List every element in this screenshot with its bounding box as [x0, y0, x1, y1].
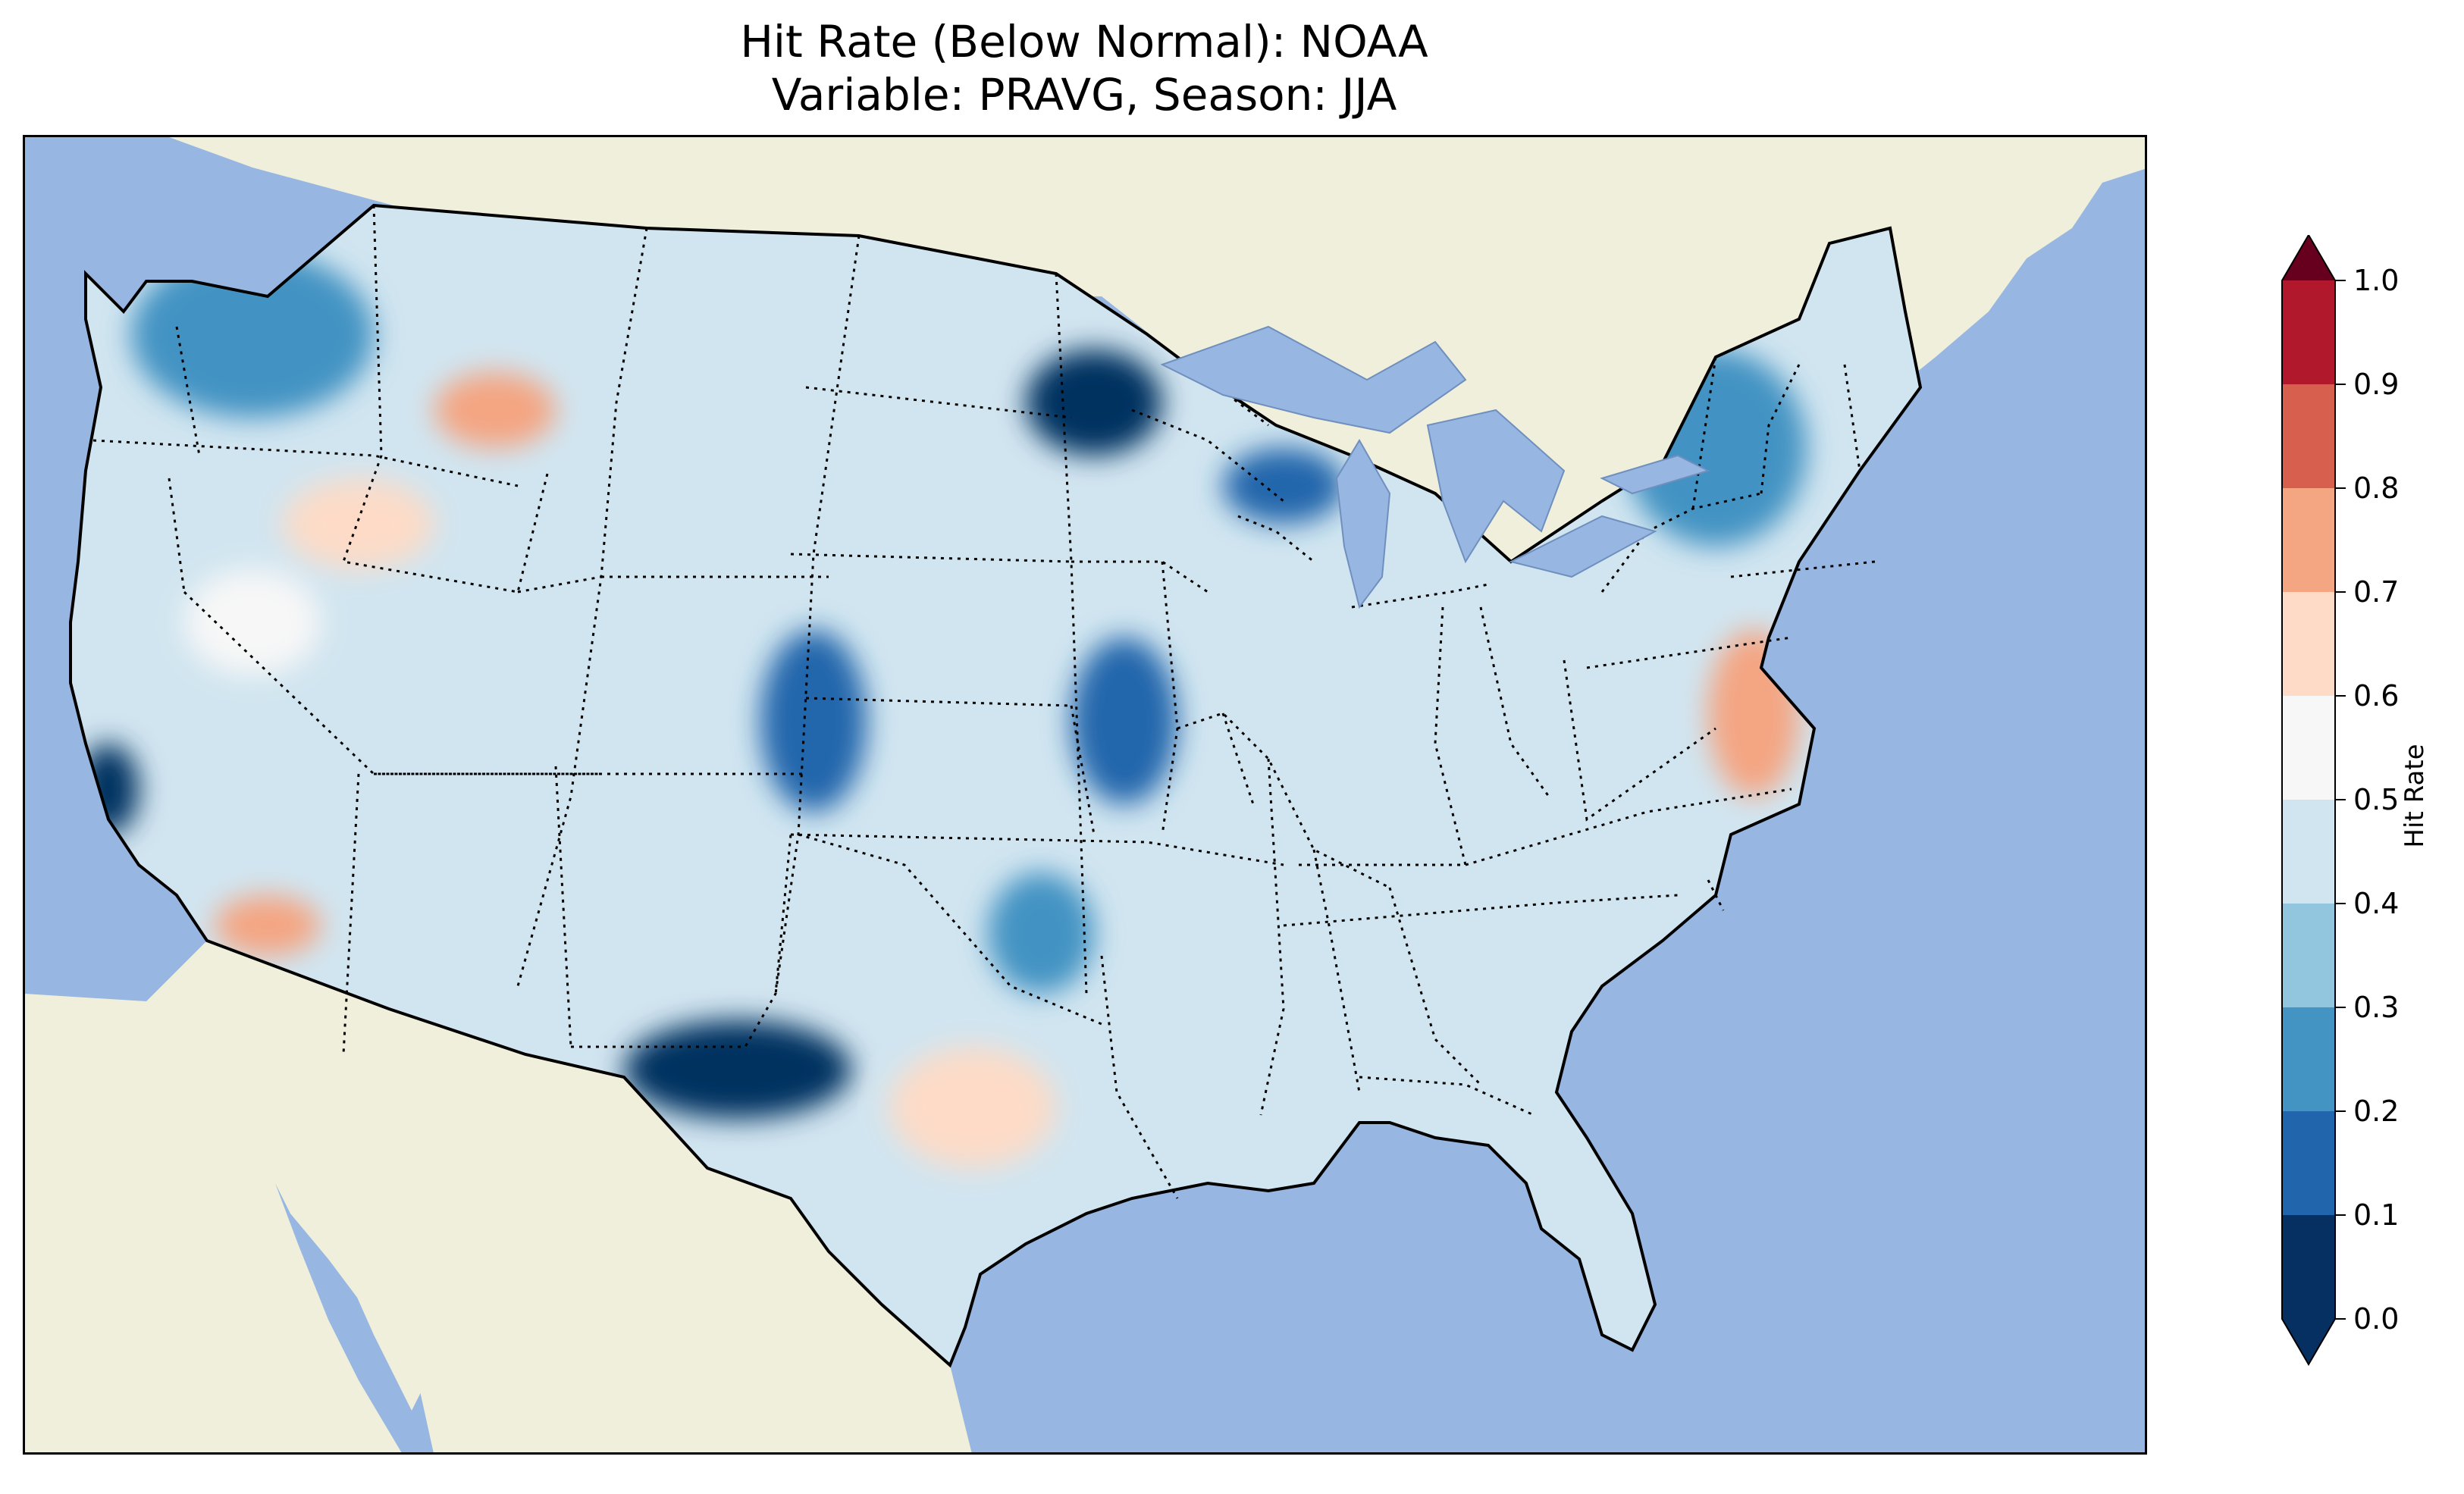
- anomaly-nevada-high: [184, 569, 321, 675]
- colorbar: [2259, 233, 2464, 1372]
- colorbar-label: Hit Rate: [2400, 744, 2430, 848]
- anomaly-montana-high: [434, 372, 556, 448]
- colorbar-tick-label: 0.9: [2353, 368, 2400, 401]
- colorbar-tick-label: 0.7: [2353, 575, 2400, 609]
- colorbar-segment: [2282, 696, 2335, 800]
- colorbar-tick-label: 0.3: [2353, 991, 2400, 1024]
- colorbar-tick-label: 0.1: [2353, 1198, 2400, 1232]
- colorbar-extend-max: [2282, 235, 2335, 280]
- anomaly-east-colorado-low: [760, 630, 867, 812]
- great-lakes: [1160, 325, 1710, 609]
- colorbar-segment: [2282, 280, 2335, 384]
- colorbar-segment: [2282, 1007, 2335, 1111]
- state-borders: [92, 205, 1876, 1199]
- anomaly-kansas-low: [1071, 637, 1177, 804]
- colorbar-tick-label: 0.6: [2353, 679, 2400, 713]
- anomaly-southern-california-high: [215, 895, 321, 956]
- chart-subtitle: Variable: PRAVG, Season: JJA: [771, 69, 1397, 121]
- colorbar-graphic: [2281, 233, 2346, 1366]
- field-anomaly-layer: [78, 251, 1807, 1168]
- colorbar-segment: [2282, 384, 2335, 488]
- colorbar-segment: [2282, 1111, 2335, 1215]
- colorbar-tick-label: 0.5: [2353, 783, 2400, 816]
- colorbar-segment: [2282, 800, 2335, 904]
- colorbar-tick-label: 1.0: [2353, 264, 2400, 297]
- colorbar-tick-label: 0.0: [2353, 1302, 2400, 1336]
- colorbar-segment: [2282, 592, 2335, 696]
- anomaly-idaho-high: [283, 478, 434, 569]
- colorbar-tick-label: 0.8: [2353, 471, 2400, 505]
- anomaly-upper-michigan-low: [1223, 448, 1344, 524]
- anomaly-oklahoma-low: [988, 872, 1094, 994]
- baja-peninsula: [230, 986, 434, 1411]
- colorbar-extend-min: [2282, 1319, 2335, 1364]
- colorbar-tick-label: 0.2: [2353, 1095, 2400, 1128]
- chart-title: Hit Rate (Below Normal): NOAA: [740, 16, 1428, 67]
- anomaly-south-texas-low: [624, 1020, 851, 1119]
- us-coastline: [69, 203, 1923, 1368]
- anomaly-north-minnesota-low: [1026, 349, 1162, 456]
- anomaly-west-texas-high: [889, 1047, 1056, 1168]
- colorbar-tick-label: 0.4: [2353, 887, 2400, 920]
- colorbar-segment: [2282, 488, 2335, 592]
- anomaly-washington-low: [131, 251, 374, 418]
- colorbar-segment: [2282, 1215, 2335, 1319]
- map-panel: [23, 135, 2147, 1455]
- colorbar-segment: [2282, 904, 2335, 1007]
- us-map: [25, 137, 2145, 1452]
